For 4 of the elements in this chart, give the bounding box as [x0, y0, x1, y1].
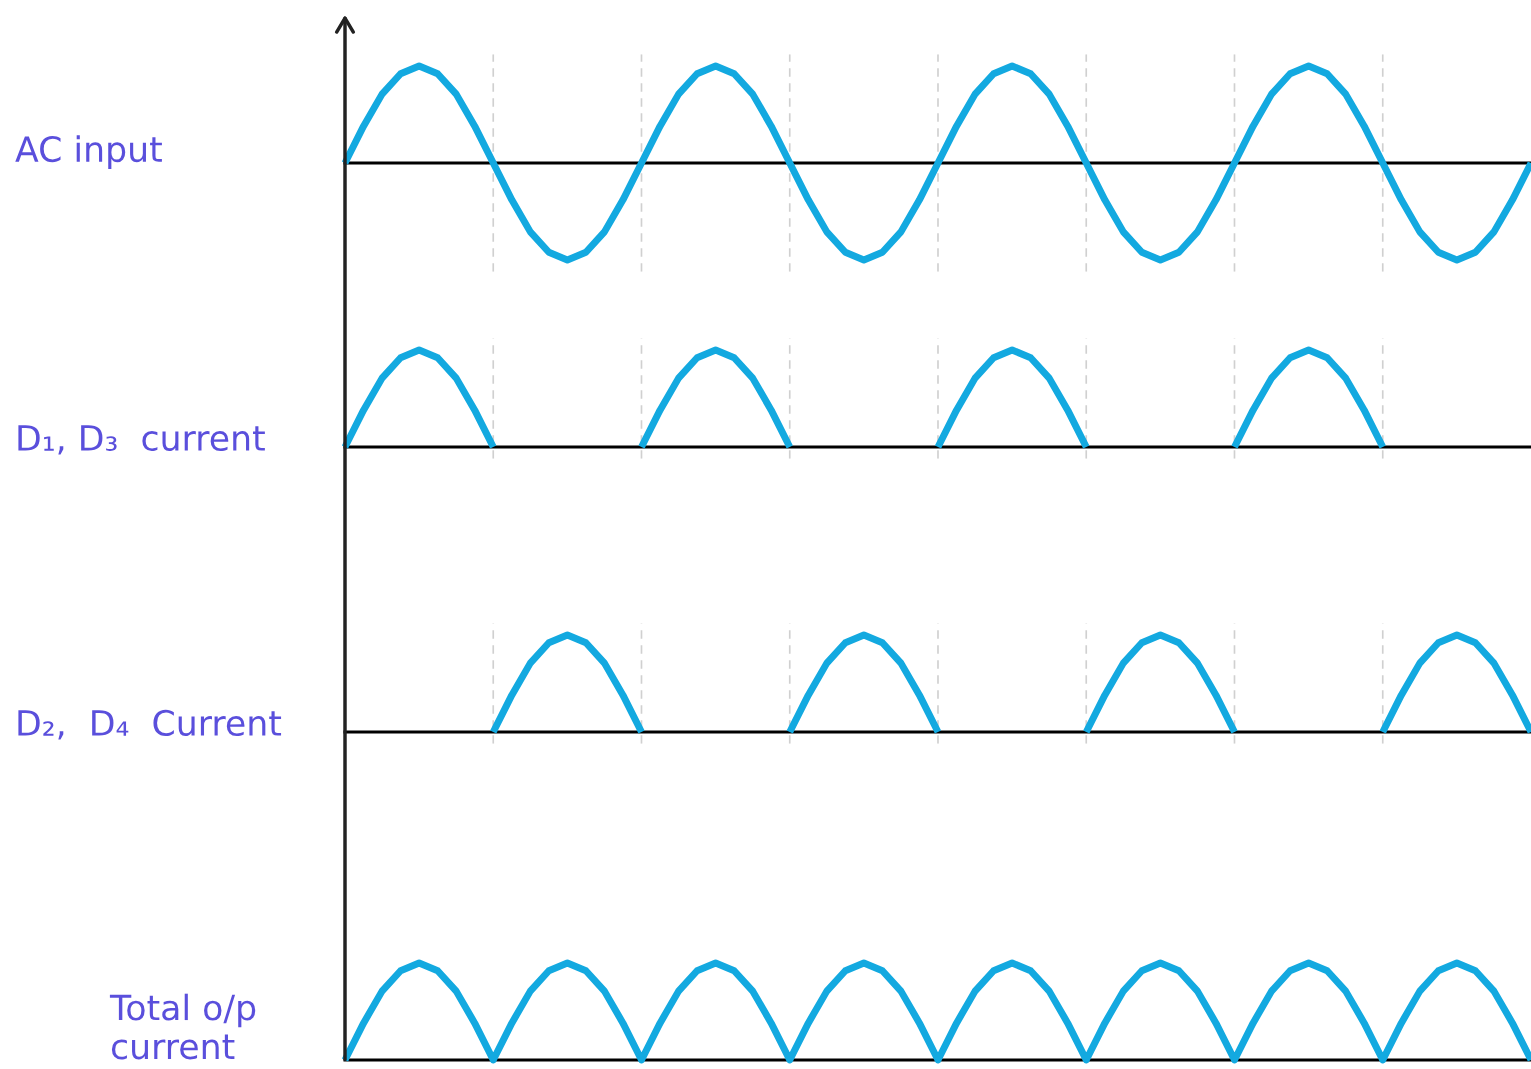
y-axis-title: AC input [15, 135, 162, 169]
y-axis-title: Total o/p current [109, 993, 256, 1060]
y-axis-title: D₁, D₃ current [18, 425, 265, 455]
y-axis-title: D₂, D₄ Current [18, 709, 282, 740]
